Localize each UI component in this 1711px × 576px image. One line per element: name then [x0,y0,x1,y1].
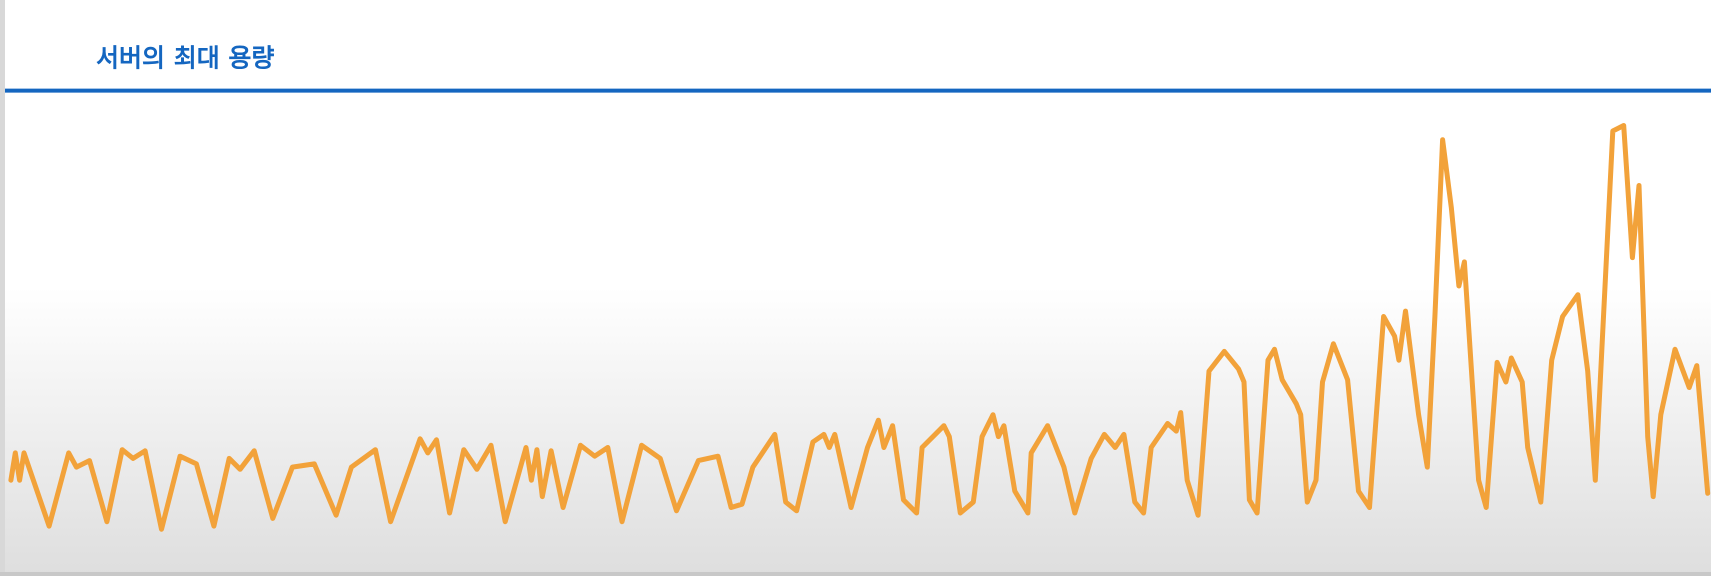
bottom-edge [0,572,1711,576]
data-line [8,123,1711,532]
left-edge [0,0,5,576]
capacity-label: 서버의 최대 용량 [96,44,274,73]
